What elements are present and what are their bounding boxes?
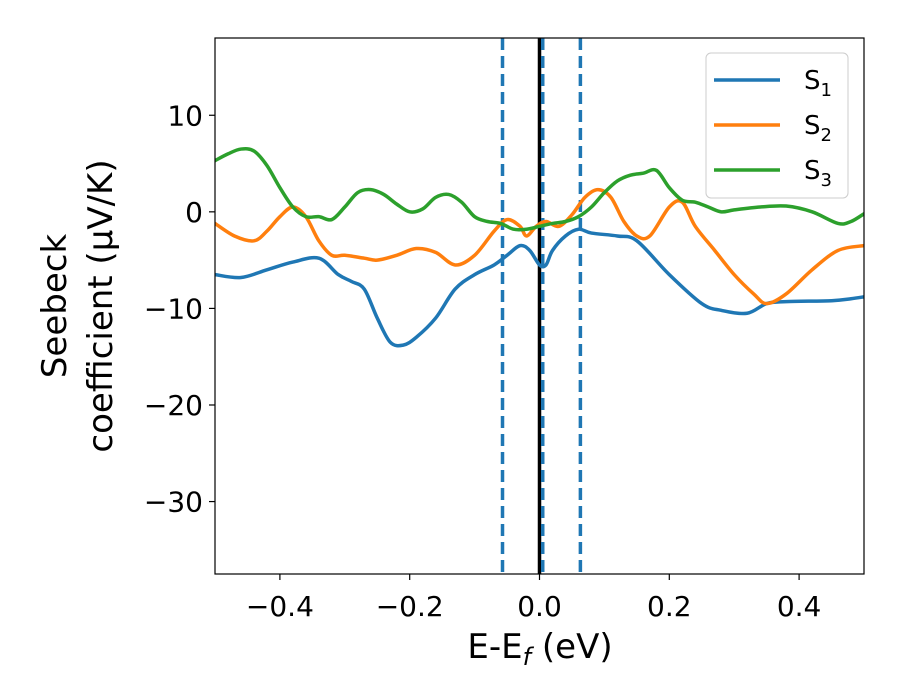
legend-label-s1: S1 bbox=[804, 66, 832, 101]
y-tick-label: −10 bbox=[144, 292, 203, 325]
series-line-s2 bbox=[215, 187, 864, 306]
y-tick-label: −20 bbox=[144, 389, 203, 422]
y-axis-label-line1: Seebeck bbox=[35, 234, 75, 379]
series-line-s1 bbox=[215, 227, 864, 348]
x-tick-label: −0.2 bbox=[376, 590, 444, 623]
y-tick-label: −30 bbox=[144, 486, 203, 519]
x-tick-label: 0.4 bbox=[777, 590, 822, 623]
y-tick-label: 0 bbox=[185, 196, 203, 229]
legend-label-s2: S2 bbox=[804, 111, 832, 146]
legend: S1 S2 S3 bbox=[705, 52, 849, 199]
x-axis-label: E-Ef (eV) bbox=[467, 627, 612, 671]
x-tick-label: −0.4 bbox=[246, 590, 314, 623]
x-tick-label: 0.2 bbox=[647, 590, 692, 623]
legend-label-s3: S3 bbox=[804, 156, 832, 191]
y-axis-label-line2: coefficient (μV/K) bbox=[81, 159, 121, 452]
y-tick-label: 10 bbox=[167, 99, 203, 132]
series-line-s3 bbox=[215, 146, 864, 232]
x-tick-label: 0.0 bbox=[517, 590, 562, 623]
